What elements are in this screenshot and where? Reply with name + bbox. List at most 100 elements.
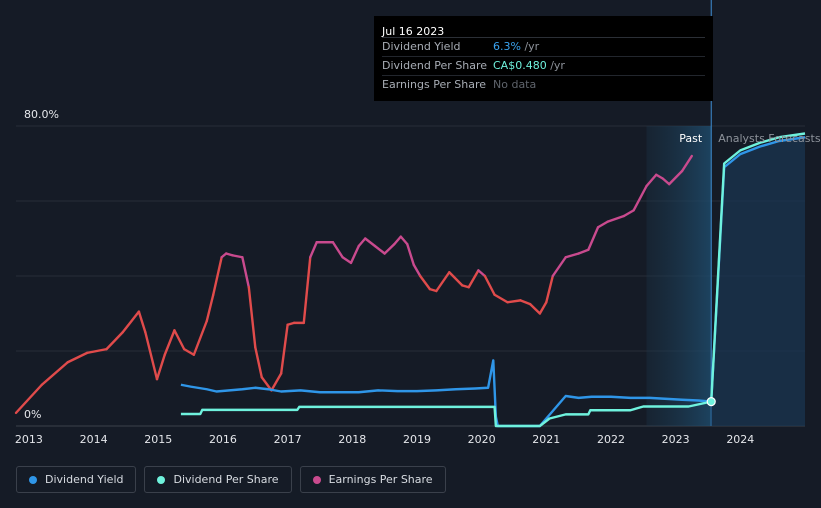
tooltip-value-earnings-per-share: No data [493,78,537,91]
x-tick-label: 2022 [597,433,625,446]
earnings-per-share-line-segment [399,235,409,246]
earnings-per-share-line-segment [309,241,318,259]
chart-legend: Dividend Yield Dividend Per Share Earnin… [16,466,446,493]
legend-label-earnings-per-share: Earnings Per Share [328,473,433,486]
x-tick-label: 2015 [144,433,172,446]
x-tick-label: 2020 [468,433,496,446]
earnings-per-share-line-segment [661,177,671,186]
earnings-per-share-line-segment [40,361,69,386]
earnings-per-share-line-segment [85,347,108,355]
earnings-per-share-line-segment [357,237,367,248]
legend-item-dividend-yield[interactable]: Dividend Yield [16,466,137,493]
highlight-point [706,397,716,407]
earnings-per-share-line-segment [596,220,609,229]
tooltip-value-dividend-per-share: CA$0.480 [493,59,547,72]
x-tick-label: 2013 [15,433,43,446]
tooltip-row-dividend-yield: Dividend Yield 6.3% /yr [382,38,705,57]
tooltip-label-dividend-yield: Dividend Yield [382,40,461,53]
earnings-per-share-line-segment [182,347,196,356]
earnings-per-share-line-segment [587,226,600,251]
x-tick-label: 2024 [726,433,754,446]
earnings-per-share-line-segment [645,173,658,188]
earnings-per-share-line-segment [564,252,580,259]
earnings-per-share-line-segment [121,310,141,334]
earnings-per-share-line-segment [173,329,186,351]
earnings-per-share-line-segment [247,286,257,349]
x-tick-label: 2016 [209,433,237,446]
dividend-per-share-line [180,132,806,428]
legend-dot-dividend-per-share [157,475,166,484]
earnings-per-share-line-segment [680,154,694,173]
earnings-per-share-line-segment [155,353,166,381]
x-tick-label: 2014 [80,433,108,446]
earnings-per-share-line-segment [270,372,283,392]
earnings-per-share-line-segment [144,331,159,381]
tooltip-label-earnings-per-share: Earnings Per Share [382,78,487,91]
earnings-per-share-line-segment [528,302,542,315]
earnings-per-share-line-segment [483,274,496,296]
earnings-per-share-line-segment [331,241,344,259]
earnings-per-share-line-segment [241,256,251,289]
earnings-per-share-line-segment [655,173,664,180]
earnings-per-share-line-segment [383,242,396,255]
earnings-per-share-line-segment [364,237,377,248]
tooltip-row-dividend-per-share: Dividend Per Share CA$0.480 /yr [382,57,705,76]
earnings-per-share-line-segment [66,351,89,364]
past-region [646,126,712,426]
forecast-area [711,137,805,426]
earnings-per-share-line-segment [302,256,312,325]
x-tick-label: 2018 [338,433,366,446]
earnings-per-share-line-segment [519,299,532,306]
earnings-per-share-line-segment [192,319,208,356]
earnings-per-share-line-segment [373,244,386,255]
earnings-per-share-line-segment [212,256,223,296]
legend-item-earnings-per-share[interactable]: Earnings Per Share [299,466,446,493]
earnings-per-share-line-segment [105,331,124,351]
x-tick-label: 2017 [274,433,302,446]
earnings-per-share-line-segment [14,383,44,415]
earnings-per-share-line-segment [279,323,289,375]
tooltip-label-dividend-per-share: Dividend Per Share [382,59,488,72]
earnings-per-share-line-segment [506,299,522,304]
y-axis-max-label: 80.0% [24,108,59,121]
earnings-per-share-line-segment [545,274,554,304]
legend-dot-earnings-per-share [312,475,321,484]
earnings-per-share-line-segment [412,263,422,278]
earnings-per-share-line-segment [163,329,176,356]
series-layer [14,132,806,428]
earnings-per-share-line-segment [435,271,451,293]
earnings-per-share-line-segment [406,242,415,266]
y-axis-min-label: 0% [24,408,41,421]
earnings-per-share-line-segment [419,274,432,291]
earnings-per-share-line-segment [448,271,464,287]
tooltip-date: Jul 16 2023 [382,16,705,38]
tooltip-unit-dividend-per-share: /yr [546,59,565,72]
earnings-per-share-line-segment [254,346,263,379]
earnings-per-share-line-segment [467,269,480,289]
forecast-label: Analysts Forecasts [718,132,821,145]
earnings-per-share-line-segment [538,301,548,315]
earnings-per-share-line-segment [137,310,147,334]
chart-tooltip: Jul 16 2023 Dividend Yield 6.3% /yr Divi… [374,16,713,101]
earnings-per-share-line-segment [205,293,215,323]
earnings-per-share-line-segment [477,269,487,278]
earnings-per-share-line-segment [393,235,402,246]
earnings-per-share-line-segment [231,254,244,259]
dividend-yield-line [180,136,806,428]
earnings-per-share-line-segment [260,376,273,392]
legend-dot-dividend-yield [29,475,37,484]
past-label: Past [679,132,703,145]
x-tick-label: 2019 [403,433,431,446]
tooltip-row-earnings-per-share: Earnings Per Share No data [382,76,705,94]
earnings-per-share-line-segment [493,293,509,304]
x-tick-label: 2021 [532,433,560,446]
legend-item-dividend-per-share[interactable]: Dividend Per Share [144,466,292,493]
earnings-per-share-line-segment [667,169,684,186]
tooltip-unit-dividend-yield: /yr [520,40,540,53]
earnings-per-share-line-segment [349,244,360,265]
earnings-per-share-line-segment [341,256,353,265]
earnings-per-share-line-segment [551,256,567,278]
x-tick-label: 2023 [662,433,690,446]
earnings-per-share-line-segment [577,248,590,255]
